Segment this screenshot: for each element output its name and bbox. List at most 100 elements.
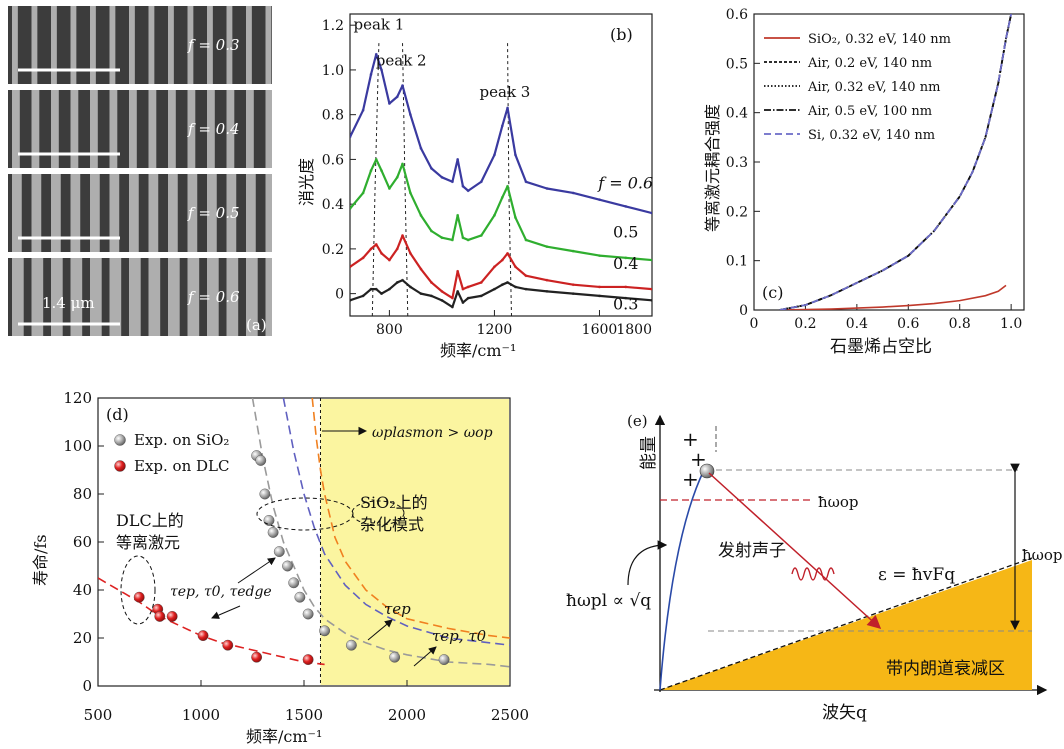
y-tick-label: 40	[73, 581, 92, 599]
grating-stripe	[110, 174, 120, 252]
annotation: τep, τ0	[432, 627, 487, 645]
data-point	[319, 626, 329, 636]
data-point	[624, 286, 627, 289]
data-point	[362, 109, 365, 112]
panel-c-xlabel: 石墨烯占空比	[830, 337, 932, 357]
data-point	[388, 102, 391, 105]
panel-e: (e) ħωop ħωop + + + 发射声子 ε = ħvFq 带内朗道衰减…	[566, 412, 1063, 723]
panel-c-label: (c)	[762, 283, 783, 302]
x-tick-label: 1000	[182, 706, 220, 724]
data-point	[467, 239, 470, 242]
scale-bar-label: 1.4 μm	[42, 294, 95, 312]
data-point	[380, 292, 383, 295]
data-point	[451, 306, 454, 309]
y-tick-label: 0.4	[322, 197, 344, 213]
data-point	[546, 279, 549, 282]
grating-stripe	[266, 174, 273, 252]
data-point	[396, 247, 399, 250]
data-point	[388, 187, 391, 190]
panel-b-xlabel: 频率/cm⁻¹	[440, 341, 516, 360]
data-point	[409, 252, 412, 255]
annotation: DLC上的	[116, 511, 184, 530]
y-tick-label: 0.2	[726, 204, 748, 220]
grating-stripe	[51, 90, 59, 168]
hwop-right-label: ħωop	[1022, 546, 1063, 564]
data-point	[525, 274, 528, 277]
panel-a: f = 0.3f = 0.4f = 0.5f = 0.6 (a) 1.4 μm	[8, 6, 272, 336]
data-point	[651, 212, 654, 215]
phonon-wiggle	[792, 568, 834, 580]
data-point	[456, 158, 459, 161]
data-point	[467, 297, 470, 300]
data-point	[155, 611, 165, 621]
x-tick-label: 1200	[477, 322, 513, 338]
data-point	[362, 294, 365, 297]
data-point	[349, 265, 352, 268]
data-point	[396, 95, 399, 98]
annotation: ωplasmon > ωop	[372, 425, 493, 441]
data-point	[388, 259, 391, 262]
data-point	[480, 294, 483, 297]
grating-stripe	[32, 90, 40, 168]
emit-phonon-label: 发射声子	[718, 541, 786, 561]
panel-d: 500 1000 1500 2000 2500020406080100120 Exp. …	[31, 389, 529, 746]
grating-stripe	[51, 6, 57, 84]
x-tick-label: 1.0	[1000, 316, 1022, 332]
data-point	[514, 154, 517, 157]
grating-stripe	[71, 90, 79, 168]
f-value-label: f = 0.6	[187, 288, 240, 306]
annotation: τep, τ0, τedge	[170, 584, 272, 600]
data-point	[598, 286, 601, 289]
y-tick-label: 80	[73, 485, 92, 503]
data-point	[420, 292, 423, 295]
data-point	[480, 281, 483, 284]
grating-stripe	[12, 90, 20, 168]
series-label: f = 0.6	[597, 173, 653, 192]
grating-stripe	[110, 6, 116, 84]
data-point	[289, 578, 299, 588]
data-point	[401, 279, 404, 282]
legend-entry: Si, 0.32 eV, 140 nm	[808, 128, 935, 143]
data-point	[430, 281, 433, 284]
legend-entry: Air, 0.5 eV, 100 nm	[807, 104, 932, 119]
landau-label: 带内朗道衰减区	[886, 659, 1005, 679]
data-point	[598, 254, 601, 257]
peak-label: peak 3	[480, 83, 531, 101]
data-point	[420, 268, 423, 271]
annotation: SiO₂上的	[360, 493, 428, 512]
data-point	[451, 239, 454, 242]
data-point	[525, 288, 528, 291]
data-point	[501, 259, 504, 262]
data-point	[420, 214, 423, 217]
data-point	[506, 185, 509, 188]
data-point	[572, 192, 575, 195]
data-point	[462, 236, 465, 239]
data-point	[546, 245, 549, 248]
data-point	[282, 561, 292, 571]
grating-stripe	[246, 6, 252, 84]
y-tick-label: 0	[82, 677, 92, 695]
panel-b: 800 1200 1600 1800 0 0.2 0.4 0.6 0.8 1.0 1.2 peak …	[297, 14, 653, 360]
panel-d-xlabel: 频率/cm⁻¹	[246, 727, 322, 746]
data-point	[430, 167, 433, 170]
grating-stripe	[12, 174, 22, 252]
data-point	[256, 455, 266, 465]
series-label: 0.3	[613, 294, 638, 313]
y-tick-label: 60	[73, 533, 92, 551]
data-point	[409, 113, 412, 116]
data-point	[493, 265, 496, 268]
data-point	[441, 299, 444, 302]
dispersion-label: ħωpl ∝ √q	[566, 591, 651, 611]
y-tick-label: 0.1	[726, 254, 748, 270]
y-tick-label: 0.3	[726, 155, 748, 171]
data-point	[268, 527, 278, 537]
data-point	[370, 288, 373, 291]
data-point	[651, 288, 654, 291]
x-tick-label: 0.2	[794, 316, 816, 332]
y-tick-label: 0.8	[322, 108, 344, 124]
y-tick-label: 0.6	[726, 7, 748, 23]
grating-stripe	[129, 174, 139, 252]
data-point	[375, 243, 378, 246]
data-point	[362, 192, 365, 195]
data-point	[493, 288, 496, 291]
